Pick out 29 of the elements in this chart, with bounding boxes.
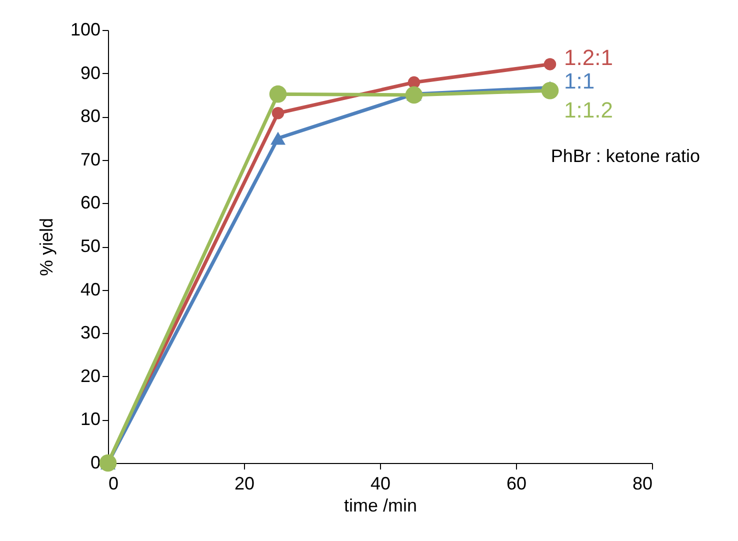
point <box>408 76 420 89</box>
y-tick-label: 40 <box>80 279 100 300</box>
series-label: 1:1.2 <box>564 98 613 123</box>
y-tick-label: 60 <box>80 192 100 213</box>
x-tick-label: 80 <box>632 474 652 494</box>
y-tick-label: 70 <box>80 149 100 170</box>
point <box>405 86 423 104</box>
point <box>544 58 556 70</box>
y-tick-label: 10 <box>80 409 100 430</box>
y-tick-label: 30 <box>80 322 100 343</box>
y-tick-label: 90 <box>80 62 100 83</box>
point <box>269 85 287 103</box>
y-tick-label: 20 <box>80 366 100 386</box>
x-axis-title: time /min <box>344 496 418 516</box>
point <box>541 82 559 100</box>
y-tick-label: 50 <box>80 236 100 256</box>
x-tick-label: 60 <box>506 474 527 494</box>
series-label: 1.2:1 <box>564 45 613 70</box>
x-tick-label: 20 <box>234 474 255 494</box>
annotation: PhBr : ketone ratio <box>550 146 700 166</box>
y-tick-label: 100 <box>70 20 100 40</box>
y-tick-label: 80 <box>80 106 100 126</box>
x-tick-label: 40 <box>370 474 391 494</box>
x-tick-label: 0 <box>108 474 119 494</box>
point <box>272 107 284 120</box>
y-axis-title: % yield <box>36 218 56 276</box>
point <box>99 454 117 472</box>
series-label: 1:1 <box>564 68 595 94</box>
y-tick-label: 0 <box>90 452 100 472</box>
